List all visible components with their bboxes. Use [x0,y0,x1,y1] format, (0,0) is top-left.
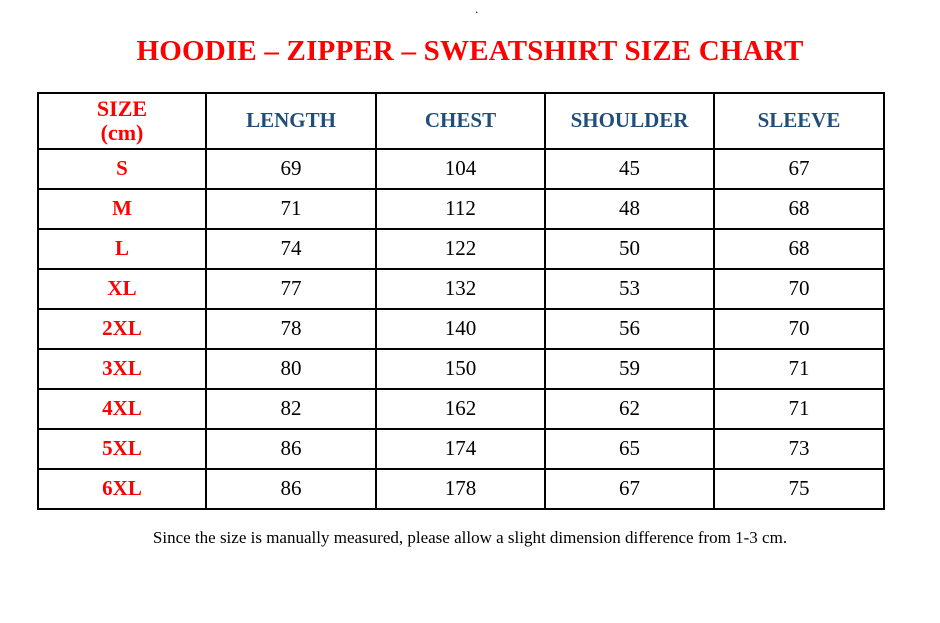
size-label: 3XL [37,347,207,390]
sleeve-value: 68 [713,187,885,230]
table-row-3xl: 3XL 80 150 59 71 [37,347,885,390]
table-row-6xl: 6XL 86 178 67 75 [37,467,885,510]
column-header-size: SIZE (cm) [37,91,207,150]
table-header-row: SIZE (cm) LENGTH CHEST SHOULDER SLEEVE [37,91,885,150]
chest-value: 150 [375,347,546,390]
size-header-line1: SIZE [96,95,148,121]
shoulder-value: 56 [544,307,715,350]
shoulder-value: 62 [544,387,715,430]
length-value: 80 [205,347,377,390]
chest-value: 112 [375,187,546,230]
size-label: S [37,147,207,190]
chest-value: 132 [375,267,546,310]
length-value: 69 [205,147,377,190]
sleeve-value: 75 [713,467,885,510]
chest-value: 162 [375,387,546,430]
length-value: 86 [205,427,377,470]
size-header-line2: (cm) [100,119,144,145]
chest-value: 104 [375,147,546,190]
sleeve-value: 71 [713,347,885,390]
shoulder-value: 48 [544,187,715,230]
size-label: L [37,227,207,270]
size-label: 4XL [37,387,207,430]
table-row-2xl: 2XL 78 140 56 70 [37,307,885,350]
size-label: 5XL [37,427,207,470]
length-value: 74 [205,227,377,270]
shoulder-value: 67 [544,467,715,510]
shoulder-value: 65 [544,427,715,470]
table-row-xl: XL 77 132 53 70 [37,267,885,310]
shoulder-value: 45 [544,147,715,190]
decorative-dot: . [475,1,479,16]
size-label: 6XL [37,467,207,510]
sleeve-value: 70 [713,307,885,350]
length-value: 86 [205,467,377,510]
sleeve-value: 70 [713,267,885,310]
table-row-s: S 69 104 45 67 [37,147,885,190]
shoulder-value: 53 [544,267,715,310]
shoulder-value: 50 [544,227,715,270]
chest-value: 174 [375,427,546,470]
length-value: 71 [205,187,377,230]
size-chart-table: SIZE (cm) LENGTH CHEST SHOULDER SLEEVE S… [37,91,885,510]
length-value: 77 [205,267,377,310]
sleeve-value: 68 [713,227,885,270]
chest-value: 122 [375,227,546,270]
table-row-5xl: 5XL 86 174 65 73 [37,427,885,470]
column-header-chest: CHEST [375,91,546,150]
page-title: HOODIE – ZIPPER – SWEATSHIRT SIZE CHART [136,35,804,67]
length-value: 78 [205,307,377,350]
length-value: 82 [205,387,377,430]
table-row-4xl: 4XL 82 162 62 71 [37,387,885,430]
sleeve-value: 73 [713,427,885,470]
shoulder-value: 59 [544,347,715,390]
column-header-shoulder: SHOULDER [544,91,715,150]
column-header-length: LENGTH [205,91,377,150]
size-label: XL [37,267,207,310]
size-label: 2XL [37,307,207,350]
table-row-m: M 71 112 48 68 [37,187,885,230]
column-header-sleeve: SLEEVE [713,91,885,150]
table-row-l: L 74 122 50 68 [37,227,885,270]
sleeve-value: 71 [713,387,885,430]
sleeve-value: 67 [713,147,885,190]
measurement-disclaimer: Since the size is manually measured, ple… [152,527,788,547]
chest-value: 178 [375,467,546,510]
size-label: M [37,187,207,230]
chest-value: 140 [375,307,546,350]
